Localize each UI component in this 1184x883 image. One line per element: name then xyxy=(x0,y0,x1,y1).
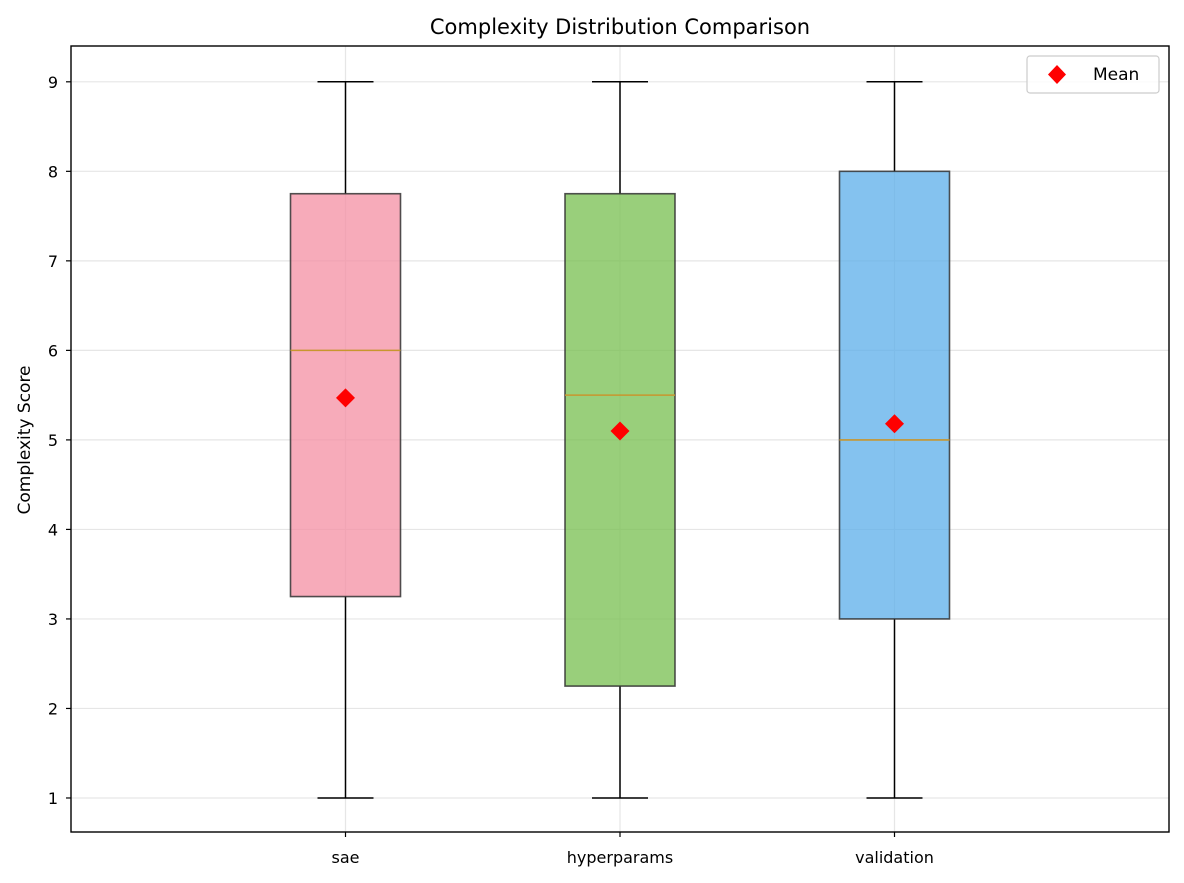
x-tick-label: sae xyxy=(332,848,360,867)
box-validation xyxy=(838,81,951,799)
box-sae xyxy=(289,81,402,799)
legend: Mean xyxy=(1026,55,1160,94)
x-tick-label: validation xyxy=(855,848,934,867)
legend-frame xyxy=(1026,55,1160,94)
mean-marker xyxy=(610,421,630,441)
legend-mean-marker xyxy=(1048,65,1066,84)
y-tick-label: 4 xyxy=(48,520,58,539)
y-axis-label: Complexity Score xyxy=(15,365,35,514)
y-tick-label: 5 xyxy=(48,431,58,450)
y-tick-label: 2 xyxy=(48,699,58,718)
y-tick-label: 8 xyxy=(48,162,58,181)
y-tick-label: 9 xyxy=(48,73,58,92)
box-body xyxy=(838,170,951,620)
y-tick-label: 3 xyxy=(48,610,58,629)
mean-marker xyxy=(885,414,904,434)
boxes xyxy=(289,81,951,799)
legend-mean-label: Mean xyxy=(1093,65,1139,85)
axes: 1 2 3 4 5 6 7 8 9 sae hyperparams validation xyxy=(48,45,1170,867)
x-tick-label: hyperparams xyxy=(567,848,673,867)
mean-marker xyxy=(336,388,355,408)
box-hyperparams xyxy=(564,81,676,799)
chart-title: Complexity Distribution Comparison xyxy=(430,15,810,39)
y-tick-label: 7 xyxy=(48,252,58,271)
y-tick-label: 6 xyxy=(48,341,58,360)
y-tick-label: 1 xyxy=(48,789,58,808)
